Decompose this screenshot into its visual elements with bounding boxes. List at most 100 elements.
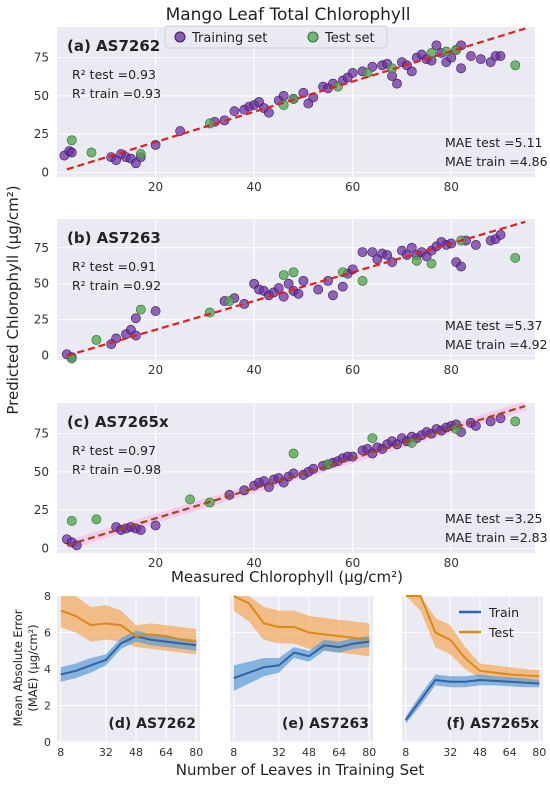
fit-line	[66, 220, 526, 357]
mae-panel-e: 8 32 48 64 80 (e) AS7263	[230, 595, 376, 759]
test-point	[91, 334, 102, 345]
y-tick-label: 50	[34, 465, 49, 479]
y-tick-label: 50	[34, 277, 49, 291]
training-point	[298, 275, 309, 286]
y-tick-label: 4	[44, 663, 51, 676]
training-point	[495, 51, 506, 61]
x-tick-label: 80	[189, 746, 203, 759]
mae-test-text: MAE test =3.25	[445, 511, 543, 526]
x-tick-label: 48	[302, 746, 316, 759]
mae-train-text: MAE train =2.83	[445, 530, 548, 545]
test-line	[60, 609, 197, 643]
bottom-x-label: Number of Leaves in Training Set	[176, 761, 425, 779]
chart-title: Mango Leaf Total Chlorophyll	[166, 5, 411, 25]
test-point	[135, 149, 146, 159]
legend: Training set Test set	[164, 25, 388, 49]
training-point	[406, 66, 417, 77]
x-tick-label: 80	[444, 556, 459, 570]
panel-label: (c) AS7265x	[67, 413, 169, 431]
r2-train-text: R² train =0.92	[72, 278, 161, 293]
x-tick-label: 80	[532, 746, 546, 759]
legend-training-marker	[174, 31, 186, 43]
mae-test-text: MAE test =5.11	[445, 135, 543, 150]
y-tick-label: 0	[41, 541, 49, 555]
test-point	[185, 494, 195, 505]
training-point	[466, 51, 476, 61]
test-point	[278, 100, 289, 110]
training-point	[475, 54, 486, 65]
training-point	[357, 247, 368, 257]
x-tick-label: 8	[230, 746, 237, 759]
y-tick-label: 75	[34, 51, 49, 65]
shared-y-label: Predicted Chlorophyll (μg/cm²)	[4, 185, 22, 414]
legend-test-label: Test	[488, 625, 514, 640]
y-tick-label: 25	[34, 503, 49, 517]
training-point	[111, 333, 122, 344]
training-point	[392, 78, 402, 89]
r2-train-text: R² train =0.93	[72, 86, 161, 101]
test-point	[91, 514, 102, 525]
test-point	[367, 433, 378, 444]
y-tick-label: 0	[41, 165, 49, 179]
x-tick-label: 40	[246, 363, 261, 377]
test-point	[510, 252, 521, 263]
x-tick-label: 48	[129, 746, 143, 759]
training-point	[150, 306, 161, 316]
training-point	[273, 283, 284, 293]
test-band	[233, 596, 370, 657]
x-tick-label: 60	[345, 556, 360, 570]
mae-train-text: MAE train =4.92	[445, 337, 548, 352]
x-tick-label: 80	[362, 746, 376, 759]
x-tick-label: 32	[443, 746, 457, 759]
x-tick-label: 60	[345, 180, 360, 194]
y-tick-label: 2	[44, 700, 51, 713]
training-point	[495, 229, 506, 240]
test-point	[66, 515, 77, 526]
training-point	[456, 261, 466, 272]
scatter-panel-b: 20 40 60 80 0 25 50 75 (b) AS7263 R² test =0.91 R²…	[34, 219, 548, 377]
x-tick-label: 60	[345, 363, 360, 377]
training-point	[470, 421, 481, 431]
panel-label: (a) AS7262	[67, 37, 160, 55]
training-point	[431, 40, 442, 51]
x-tick-label: 40	[246, 556, 261, 570]
mae-test-text: MAE test =5.37	[445, 318, 543, 333]
bottom-y-label-line1: Mean Absolute Error	[11, 609, 25, 726]
x-tick-label: 40	[246, 180, 261, 194]
training-point	[239, 298, 250, 309]
x-tick-label: 20	[148, 180, 163, 194]
mae-panel-f: 8 32 48 64 80 (f) AS7265x Train Test	[402, 595, 546, 759]
panel-label: (d) AS7262	[108, 716, 196, 732]
test-point	[86, 147, 97, 158]
training-point	[367, 247, 378, 257]
panel-label: (b) AS7263	[67, 229, 161, 247]
fit-line	[66, 27, 526, 171]
test-point	[278, 270, 289, 281]
y-tick-label: 0	[44, 736, 51, 749]
y-tick-label: 6	[44, 627, 51, 640]
train-line	[233, 640, 370, 680]
test-point	[411, 255, 422, 266]
training-point	[293, 288, 304, 299]
test-point	[66, 135, 77, 146]
test-line	[233, 595, 370, 641]
panel-label: (e) AS7263	[282, 716, 369, 732]
legend-test-marker	[307, 31, 319, 43]
y-tick-label: 0	[41, 349, 49, 363]
training-point	[263, 107, 274, 118]
test-point	[426, 258, 437, 269]
training-point	[135, 525, 146, 535]
x-tick-label: 20	[148, 556, 163, 570]
training-point	[456, 63, 466, 74]
test-point	[224, 296, 235, 306]
training-point	[150, 520, 161, 531]
x-tick-label: 32	[99, 746, 113, 759]
y-tick-label: 75	[34, 427, 49, 441]
mae-train-text: MAE train =4.86	[445, 154, 548, 169]
x-tick-label: 64	[332, 746, 346, 759]
shared-x-label: Measured Chlorophyll (μg/cm²)	[171, 568, 403, 586]
test-point	[426, 48, 437, 58]
train-line	[60, 635, 197, 676]
training-point	[229, 106, 240, 117]
